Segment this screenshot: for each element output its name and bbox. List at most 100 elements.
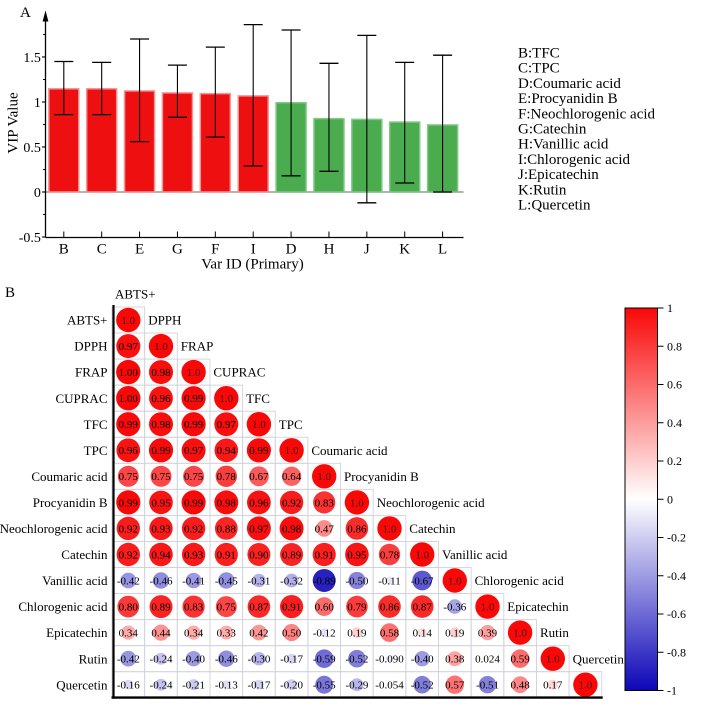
svg-text:-0.21: -0.21 — [182, 680, 205, 692]
svg-text:0.79: 0.79 — [347, 602, 367, 614]
svg-text:0.47: 0.47 — [315, 523, 335, 535]
svg-text:Procyanidin B: Procyanidin B — [344, 469, 419, 484]
svg-text:Var ID (Primary): Var ID (Primary) — [201, 257, 303, 273]
svg-text:0.4: 0.4 — [667, 416, 682, 430]
svg-text:0.75: 0.75 — [119, 471, 139, 483]
svg-text:0.91: 0.91 — [315, 549, 334, 561]
svg-text:0.2: 0.2 — [667, 454, 682, 468]
svg-text:0.78: 0.78 — [380, 549, 400, 561]
svg-text:1.0: 1.0 — [513, 628, 527, 640]
svg-text:Coumaric acid: Coumaric acid — [311, 443, 388, 458]
svg-text:0.86: 0.86 — [380, 602, 400, 614]
svg-text:0.19: 0.19 — [347, 628, 367, 640]
svg-text:A: A — [20, 5, 31, 21]
svg-text:0.34: 0.34 — [119, 628, 139, 640]
svg-text:1.0: 1.0 — [187, 367, 201, 379]
svg-text:-0.29: -0.29 — [345, 680, 368, 692]
svg-text:1.0: 1.0 — [481, 602, 495, 614]
svg-text:D: D — [286, 242, 297, 258]
svg-text:D:Coumaric acid: D:Coumaric acid — [518, 76, 621, 92]
svg-text:Neochlorogenic acid: Neochlorogenic acid — [0, 521, 108, 536]
svg-text:E:Procyanidin B: E:Procyanidin B — [518, 91, 618, 107]
svg-text:1: 1 — [667, 301, 673, 315]
svg-text:0.99: 0.99 — [249, 445, 269, 457]
svg-text:-0.89: -0.89 — [313, 575, 336, 587]
svg-text:1.0: 1.0 — [546, 654, 560, 666]
svg-text:0.95: 0.95 — [347, 549, 367, 561]
svg-text:-0.12: -0.12 — [313, 628, 336, 640]
svg-text:Catechin: Catechin — [409, 521, 456, 536]
svg-text:Rutin: Rutin — [79, 651, 108, 666]
svg-text:DPPH: DPPH — [148, 313, 181, 328]
svg-text:0.95: 0.95 — [151, 497, 171, 509]
svg-text:0.64: 0.64 — [282, 471, 302, 483]
svg-text:-0.17: -0.17 — [280, 654, 303, 666]
svg-text:J:Epicatechin: J:Epicatechin — [518, 167, 599, 183]
svg-text:0: 0 — [667, 492, 673, 506]
svg-text:F:Neochlorogenic acid: F:Neochlorogenic acid — [518, 106, 656, 122]
svg-text:0.86: 0.86 — [347, 523, 367, 535]
svg-text:G: G — [172, 242, 183, 258]
svg-text:0.97: 0.97 — [249, 523, 269, 535]
svg-text:-0.51: -0.51 — [476, 680, 499, 692]
svg-text:0.50: 0.50 — [282, 628, 302, 640]
svg-text:0.38: 0.38 — [445, 654, 465, 666]
svg-text:0.19: 0.19 — [445, 628, 465, 640]
svg-text:C:TPC: C:TPC — [518, 61, 560, 77]
svg-text:Neochlorogenic acid: Neochlorogenic acid — [377, 495, 485, 510]
svg-text:C: C — [97, 242, 107, 258]
svg-text:-0.41: -0.41 — [182, 575, 205, 587]
svg-text:0.88: 0.88 — [217, 523, 237, 535]
svg-text:0.99: 0.99 — [151, 445, 171, 457]
svg-text:Chlorogenic acid: Chlorogenic acid — [475, 573, 565, 588]
svg-text:0.92: 0.92 — [184, 523, 203, 535]
svg-text:0.6: 0.6 — [667, 378, 682, 392]
svg-text:1: 1 — [34, 96, 41, 111]
svg-text:VIP Value: VIP Value — [6, 92, 22, 154]
svg-text:TFC: TFC — [84, 417, 108, 432]
svg-text:H:Vanillic acid: H:Vanillic acid — [518, 137, 609, 153]
svg-text:Epicatechin: Epicatechin — [507, 599, 569, 614]
svg-text:0.96: 0.96 — [119, 445, 139, 457]
svg-text:0.98: 0.98 — [151, 419, 171, 431]
svg-text:Quercetin: Quercetin — [573, 651, 625, 666]
svg-text:1.0: 1.0 — [154, 341, 168, 353]
svg-text:ABTS+: ABTS+ — [67, 313, 108, 328]
svg-text:0.42: 0.42 — [249, 628, 268, 640]
svg-text:L:Quercetin: L:Quercetin — [518, 198, 591, 214]
svg-text:-0.2: -0.2 — [667, 531, 686, 545]
svg-text:G:Catechin: G:Catechin — [518, 122, 587, 138]
svg-text:1.0: 1.0 — [252, 419, 266, 431]
svg-text:0.60: 0.60 — [315, 602, 335, 614]
svg-text:-0.40: -0.40 — [182, 654, 205, 666]
svg-text:0.91: 0.91 — [217, 549, 236, 561]
svg-text:FRAP: FRAP — [181, 339, 214, 354]
svg-text:0.93: 0.93 — [184, 549, 204, 561]
svg-text:0.34: 0.34 — [184, 628, 204, 640]
svg-text:CUPRAC: CUPRAC — [55, 391, 107, 406]
svg-text:1.0: 1.0 — [285, 445, 299, 457]
svg-text:CUPRAC: CUPRAC — [213, 365, 265, 380]
svg-text:0.93: 0.93 — [151, 523, 171, 535]
svg-text:Vanillic acid: Vanillic acid — [42, 573, 108, 588]
svg-text:0.17: 0.17 — [543, 680, 563, 692]
svg-text:-0.054: -0.054 — [375, 680, 404, 692]
svg-text:0.97: 0.97 — [184, 445, 204, 457]
svg-text:-0.45: -0.45 — [215, 575, 238, 587]
svg-text:0.99: 0.99 — [184, 393, 204, 405]
svg-text:1.00: 1.00 — [119, 367, 139, 379]
svg-text:ABTS+: ABTS+ — [115, 287, 156, 302]
svg-text:0.80: 0.80 — [119, 602, 139, 614]
svg-text:0.94: 0.94 — [217, 445, 237, 457]
svg-text:-1: -1 — [667, 684, 677, 698]
svg-text:-0.24: -0.24 — [150, 680, 173, 692]
svg-text:-0.4: -0.4 — [667, 569, 686, 583]
svg-text:-0.16: -0.16 — [117, 680, 140, 692]
svg-text:B: B — [59, 242, 69, 258]
svg-text:0.94: 0.94 — [151, 549, 171, 561]
svg-text:0.75: 0.75 — [151, 471, 171, 483]
svg-text:1.0: 1.0 — [448, 575, 462, 587]
svg-text:Procyanidin B: Procyanidin B — [33, 495, 108, 510]
svg-text:0.90: 0.90 — [249, 549, 269, 561]
svg-text:0.92: 0.92 — [282, 497, 301, 509]
